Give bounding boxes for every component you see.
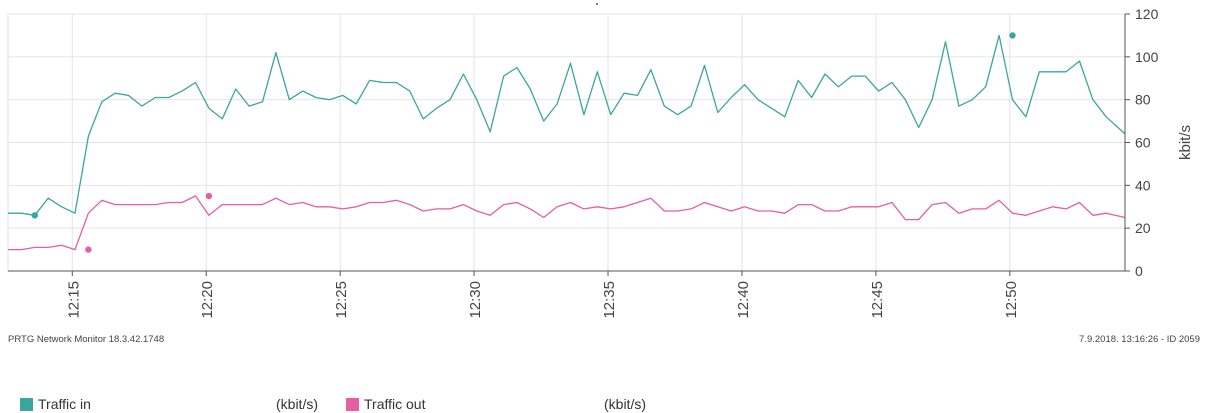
chart-series: [8, 32, 1126, 253]
y-tick-label: 40: [1135, 177, 1151, 193]
legend: Traffic in (kbit/s) Traffic out (kbit/s): [0, 396, 1212, 413]
x-tick-label: 12:40: [735, 281, 752, 319]
series-marker-traffic-in: [1009, 32, 1016, 39]
series-marker-traffic-out: [85, 246, 92, 253]
legend-swatch-traffic-in: [20, 397, 33, 411]
y-tick-label: 100: [1135, 49, 1159, 65]
legend-unit-traffic-in: (kbit/s): [276, 396, 318, 412]
legend-label-traffic-in: Traffic in: [38, 396, 91, 412]
x-tick-label: 12:20: [199, 281, 216, 319]
y-tick-label: 80: [1135, 92, 1151, 108]
y-tick-label: 120: [1135, 6, 1159, 22]
x-tick-label: 12:30: [467, 281, 484, 319]
chart-grid: [7, 13, 1126, 272]
legend-swatch-traffic-out: [346, 397, 359, 411]
product-version: PRTG Network Monitor 18.3.42.1748: [8, 334, 165, 345]
legend-item-traffic-in: Traffic in: [20, 396, 91, 412]
traffic-chart: 0 20 40 60 80 100 120 12:15 12:20 12:25 12:30 12:35…: [7, 6, 1194, 319]
series-marker-traffic-in: [31, 212, 38, 219]
chart-axes: 0 20 40 60 80 100 120 12:15 12:20 12:25 12:30 12:35…: [8, 6, 1194, 319]
y-tick-label: 60: [1135, 135, 1151, 151]
series-marker-traffic-out: [205, 192, 213, 200]
y-axis-label: kbit/s: [1177, 125, 1194, 160]
legend-unit-traffic-out: (kbit/s): [604, 396, 646, 412]
x-tick-label: 12:45: [869, 281, 886, 319]
x-tick-label: 12:50: [1003, 281, 1020, 319]
series-line-traffic-out: [8, 195, 1126, 251]
legend-label-traffic-out: Traffic out: [364, 396, 426, 412]
series-line-traffic-in: [8, 34, 1126, 216]
legend-item-traffic-out: Traffic out: [346, 396, 425, 412]
x-tick-label: 12:35: [601, 281, 618, 319]
decorative-dot: [596, 3, 598, 5]
y-tick-label: 20: [1135, 220, 1151, 236]
x-tick-label: 12:15: [65, 281, 82, 319]
x-tick-label: 12:25: [333, 281, 350, 319]
report-timestamp: 7.9.2018. 13:16:26 - ID 2059: [1079, 334, 1200, 345]
y-tick-label: 0: [1135, 263, 1143, 279]
